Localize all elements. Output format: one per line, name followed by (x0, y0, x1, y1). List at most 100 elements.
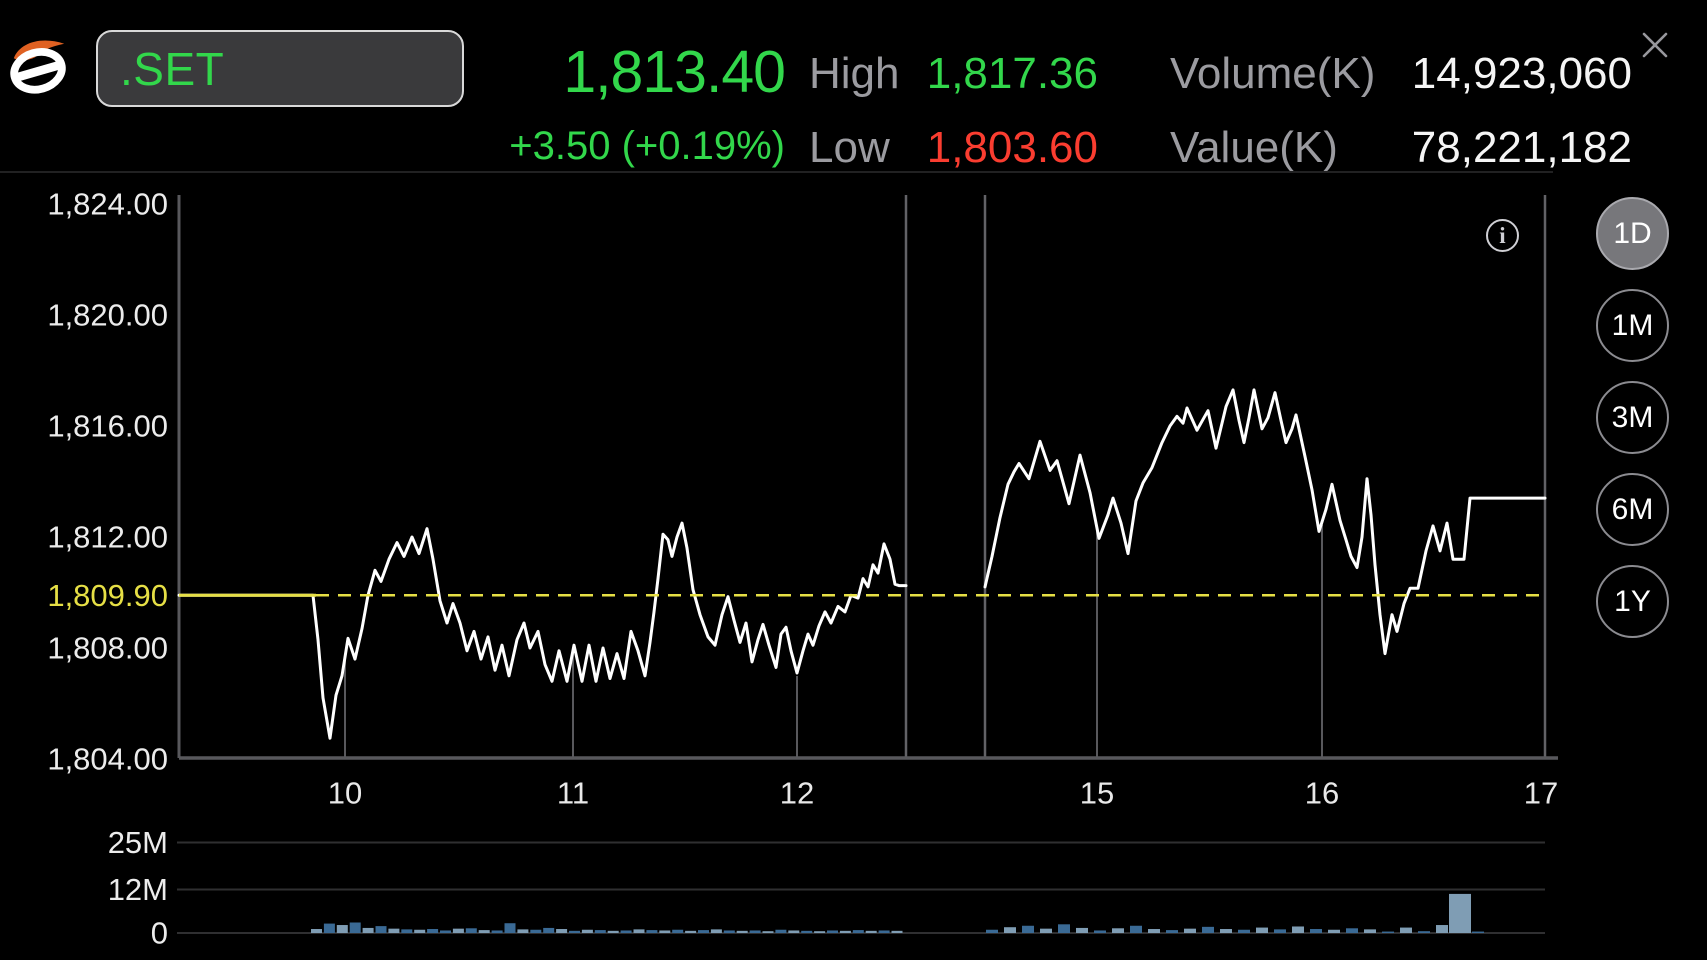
volume-bar (814, 931, 826, 933)
value-value: 78,221,182 (1411, 123, 1632, 172)
time-axis-label: 17 (1524, 776, 1558, 811)
volume-bar (1346, 928, 1358, 933)
volume-bar (1184, 928, 1196, 933)
value-label: Value(K) (1170, 123, 1338, 172)
volume-bar (1076, 927, 1088, 933)
volume-bar (1058, 924, 1070, 933)
volume-bar (736, 930, 748, 933)
volume-bar (1364, 929, 1376, 933)
volume-bar (801, 930, 813, 933)
volume-bar (775, 929, 787, 933)
volume-bar (1274, 929, 1286, 933)
volume-bar (646, 930, 658, 933)
volume-bar (543, 927, 555, 933)
range-button-1y[interactable]: 1Y (1596, 565, 1669, 638)
volume-bar (323, 923, 335, 933)
price-change: +3.50 (+0.19%) (509, 124, 785, 168)
volume-value: 14,923,060 (1411, 49, 1632, 98)
volume-bar (685, 930, 697, 933)
price-axis-label: 1,824.00 (47, 187, 168, 222)
price-line (177, 521, 908, 740)
volume-bar (698, 930, 709, 933)
volume-bar (440, 930, 451, 933)
volume-bar (491, 930, 503, 933)
volume-bar (414, 929, 426, 933)
volume-bar (827, 930, 838, 933)
volume-bar (723, 930, 735, 933)
volume-bar (1040, 928, 1052, 933)
volume-bar (1310, 929, 1322, 933)
volume-bar (569, 930, 580, 933)
volume-bar (530, 929, 542, 933)
range-button-3m[interactable]: 3M (1596, 381, 1669, 454)
volume-axis-label: 12M (108, 872, 168, 907)
symbol-search-box[interactable]: .SET (96, 30, 464, 107)
volume-bar (581, 929, 593, 933)
volume-bar (620, 930, 632, 933)
volume-bar (401, 929, 413, 933)
volume-axis-label: 0 (151, 916, 168, 951)
time-axis-label: 11 (557, 776, 589, 811)
high-label: High (809, 49, 900, 98)
volume-bar (1400, 927, 1412, 933)
time-axis-label: 10 (328, 776, 362, 811)
volume-bar (1004, 927, 1016, 933)
volume-label: Volume(K) (1170, 49, 1376, 98)
volume-bar (1166, 930, 1178, 933)
volume-bar (349, 922, 361, 933)
volume-bar (478, 930, 490, 933)
volume-bar (1449, 893, 1471, 933)
volume-bar (517, 929, 529, 933)
info-icon[interactable]: i (1486, 219, 1519, 252)
volume-bar (1382, 931, 1394, 933)
volume-bar (375, 926, 387, 933)
volume-bar (1112, 928, 1124, 933)
volume-bar (762, 931, 774, 933)
volume-bar (1148, 929, 1160, 933)
price-line (983, 388, 1547, 656)
volume-bar (986, 929, 998, 933)
volume-bar (749, 930, 761, 933)
volume-bar (607, 930, 619, 933)
price-axis-label: 1,816.00 (47, 409, 168, 444)
range-button-6m[interactable]: 6M (1596, 473, 1669, 546)
volume-bar (865, 930, 877, 933)
last-price: 1,813.40 (563, 39, 786, 105)
volume-bar (878, 930, 890, 933)
low-label: Low (809, 123, 890, 172)
volume-bar (852, 930, 864, 933)
volume-bar (504, 923, 516, 933)
time-axis-label: 16 (1305, 776, 1339, 811)
volume-bar (362, 927, 374, 933)
low-value: 1,803.60 (926, 123, 1098, 172)
range-button-1m[interactable]: 1M (1596, 289, 1669, 362)
volume-bar (710, 929, 722, 933)
volume-bar (465, 928, 477, 933)
time-axis-label: 12 (780, 776, 814, 811)
volume-bar (311, 929, 322, 933)
range-button-1d[interactable]: 1D (1596, 197, 1669, 270)
volume-axis-label: 25M (108, 825, 168, 860)
volume-bar (1436, 925, 1448, 933)
volume-bar (556, 929, 568, 933)
volume-bar (1328, 929, 1340, 933)
volume-bar (1022, 925, 1034, 933)
volume-bar (1220, 929, 1232, 933)
price-axis-label: 1,812.00 (47, 520, 168, 555)
symbol-text: .SET (120, 42, 225, 95)
volume-bar (672, 929, 684, 933)
volume-bar (1238, 929, 1250, 933)
volume-bar (427, 929, 439, 933)
volume-bar (1256, 927, 1268, 933)
time-axis-label: 15 (1080, 776, 1114, 811)
volume-bar (788, 930, 800, 933)
volume-bar (1094, 930, 1106, 933)
volume-bar (1418, 931, 1430, 933)
price-axis-label: 1,820.00 (47, 298, 168, 333)
volume-bar (659, 930, 671, 933)
volume-bar (388, 928, 400, 933)
volume-bar (1292, 926, 1304, 933)
close-icon[interactable] (1638, 28, 1672, 62)
